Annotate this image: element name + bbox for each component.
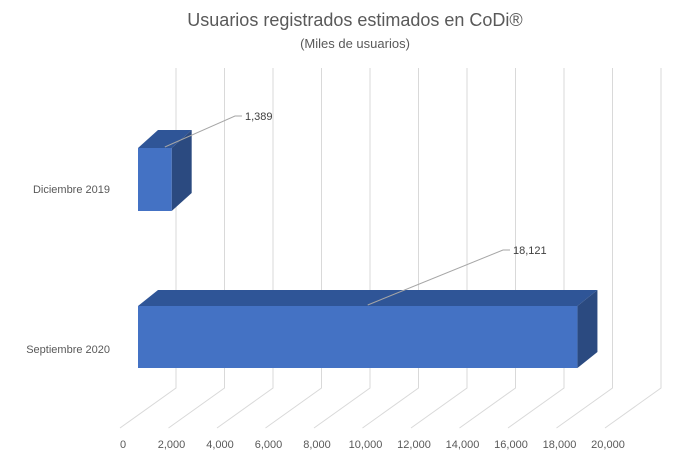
- gridline: [459, 68, 516, 429]
- gridline: [507, 68, 565, 429]
- x-tick-label: 14,000: [446, 439, 480, 451]
- gridline: [362, 68, 419, 429]
- x-tick-label: 8,000: [303, 439, 331, 451]
- bar: [138, 306, 578, 368]
- x-tick-label: 20,000: [591, 439, 625, 451]
- bar: [138, 148, 172, 211]
- leader-line: [367, 249, 510, 306]
- x-tick-label: 6,000: [255, 439, 283, 451]
- bar-side: [171, 130, 192, 211]
- gridline: [119, 68, 177, 429]
- chart-title: Usuarios registrados estimados en CoDi®: [187, 10, 522, 30]
- category-label: Septiembre 2020: [26, 344, 110, 356]
- x-tick-label: 10,000: [349, 439, 383, 451]
- x-tick-label: 18,000: [543, 439, 577, 451]
- x-tick-label: 4,000: [206, 439, 234, 451]
- gridline: [604, 68, 662, 429]
- bar-top: [138, 130, 192, 148]
- gridline: [556, 68, 613, 429]
- x-tick-label: 2,000: [158, 439, 186, 451]
- x-tick-label: 16,000: [494, 439, 528, 451]
- bar-top: [138, 290, 598, 306]
- gridline: [168, 68, 225, 429]
- chart-subtitle: (Miles de usuarios): [300, 36, 410, 51]
- gridline: [313, 68, 371, 429]
- x-tick-label: 12,000: [397, 439, 431, 451]
- bar-side: [577, 290, 598, 368]
- gridline: [410, 68, 468, 429]
- x-tick-label: 0: [120, 439, 126, 451]
- category-label: Diciembre 2019: [33, 184, 110, 196]
- data-label: 18,121: [513, 245, 547, 257]
- gridline: [216, 68, 274, 429]
- leader-line: [164, 115, 242, 148]
- gridline: [265, 68, 322, 429]
- data-label: 1,389: [245, 111, 273, 123]
